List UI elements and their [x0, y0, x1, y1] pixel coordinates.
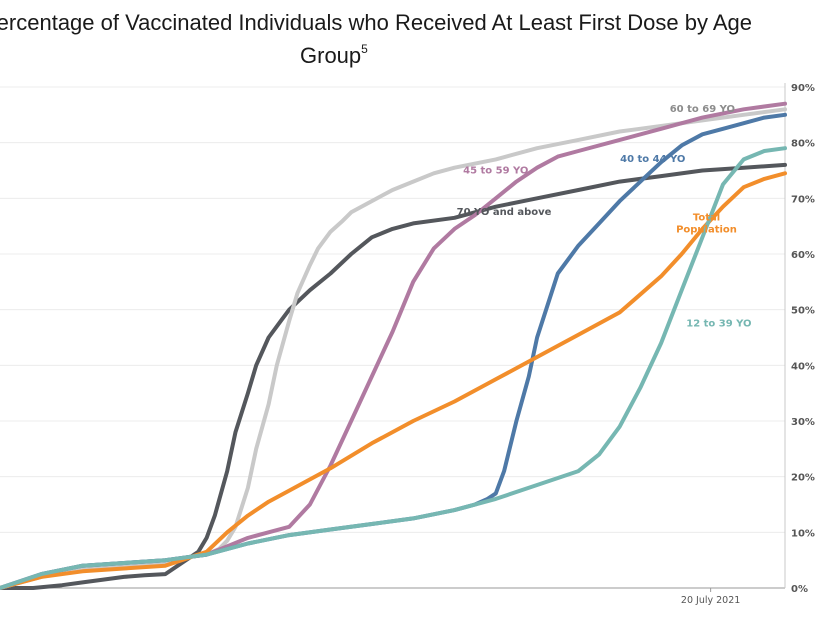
series-line-12-to-39-yo — [0, 146, 787, 590]
series-label-60-to-69-yo: 60 to 69 YO — [670, 104, 735, 115]
y-tick-label-20: 20% — [791, 473, 815, 484]
series-line-70-yo-and-above — [0, 162, 787, 590]
y-tick-label-70: 70% — [791, 194, 815, 205]
series-line-60-to-69-yo — [0, 107, 787, 590]
y-tick-label-50: 50% — [791, 306, 815, 317]
label-layer: 70 YO and above 60 to 69 YO 45 to 59 YO 40 … — [457, 104, 752, 329]
y-tick-label-90: 90% — [791, 83, 815, 94]
grid-layer — [0, 86, 785, 589]
series-label-70-yo-and-above: 70 YO and above — [457, 207, 552, 218]
axis-layer: 0% 10% 20% 30% 40% 50% 60% 70% 80% 90% 20 July 202… — [681, 83, 815, 606]
chart-title-line-2-text: Group — [300, 43, 362, 68]
y-tick-label-0: 0% — [791, 584, 808, 595]
series-label-12-to-39-yo: 12 to 39 YO — [686, 318, 751, 329]
chart-title: Percentage of Vaccinated Individuals who… — [0, 0, 830, 80]
series-label-40-to-44-yo: 40 to 44 YO — [620, 154, 685, 165]
series-line-40-to-44-yo — [0, 112, 787, 590]
y-tick-label-80: 80% — [791, 139, 815, 150]
title-footnote-marker: 5 — [361, 42, 368, 56]
series-label-total-population-2: Population — [676, 225, 737, 236]
y-tick-label-30: 30% — [791, 417, 815, 428]
series-layer — [0, 101, 787, 590]
x-annotation-label: 20 July 2021 — [681, 595, 740, 606]
chart-title-line-2: Group5 — [300, 42, 368, 69]
chart-title-line-1: Percentage of Vaccinated Individuals who… — [0, 10, 753, 35]
y-tick-label-10: 10% — [791, 528, 815, 539]
series-label-45-to-59-yo: 45 to 59 YO — [463, 165, 528, 176]
series-label-total-population-1: Total — [693, 213, 720, 224]
y-tick-label-60: 60% — [791, 250, 815, 261]
series-line-total-population — [0, 171, 787, 590]
y-tick-label-40: 40% — [791, 361, 815, 372]
